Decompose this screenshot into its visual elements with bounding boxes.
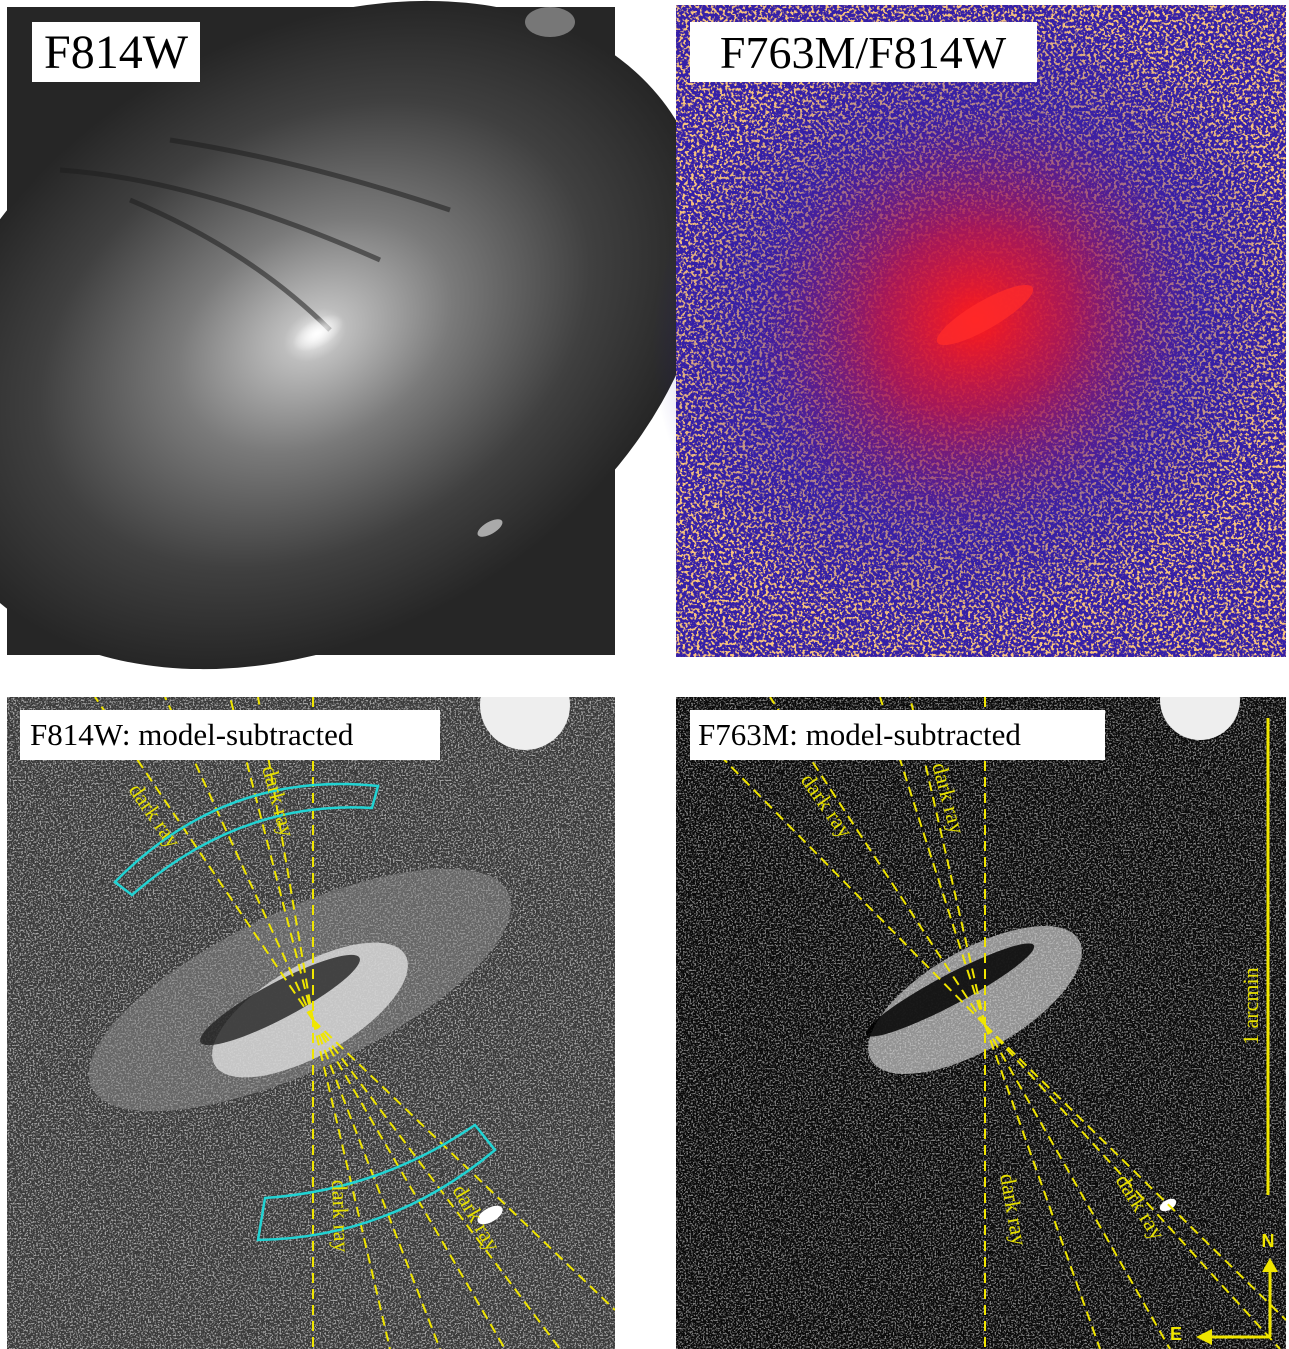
compass-east: E	[1170, 1324, 1182, 1344]
panel-f814w-sub: dark ray dark ray dark ray dark ray F814…	[7, 697, 615, 1349]
panel-label: F814W: model-subtracted	[30, 717, 354, 752]
panel-f763m-sub: dark ray dark ray dark ray dark ray 1 ar…	[676, 697, 1286, 1349]
panel-label: F814W	[44, 26, 189, 79]
panel-label: F763M/F814W	[720, 27, 1007, 78]
compass-north: N	[1262, 1231, 1275, 1251]
panel-label: F763M: model-subtracted	[698, 717, 1021, 752]
scale-bar-label: 1 arcmin	[1238, 967, 1263, 1045]
panel-ratio: F763M/F814W	[652, 5, 1289, 657]
annotation: dark ray	[327, 1179, 355, 1253]
panel-f814w: F814W	[0, 0, 709, 670]
compass	[1196, 1258, 1278, 1345]
